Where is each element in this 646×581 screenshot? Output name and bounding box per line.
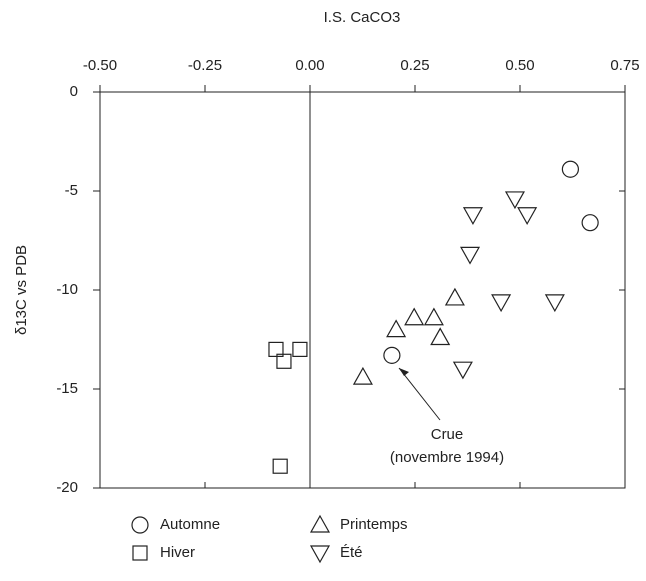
x-axis-label: I.S. CaCO3 <box>324 9 401 26</box>
legend-label: Hiver <box>160 544 195 561</box>
marker-square <box>272 458 288 474</box>
marker-triangle-down <box>491 294 512 313</box>
marker-triangle-down <box>517 207 538 225</box>
marker-square <box>292 341 308 357</box>
marker-triangle-down <box>459 246 481 265</box>
marker-square <box>268 341 284 357</box>
y-tick-label: -5 <box>65 182 78 199</box>
marker-circle <box>383 346 401 364</box>
annotation-arrow <box>398 367 441 421</box>
marker-triangle-down <box>504 191 525 210</box>
marker-circle <box>581 214 599 232</box>
y-tick-label: -20 <box>56 479 78 496</box>
x-tick-label: 0.75 <box>610 57 639 74</box>
marker-triangle-down <box>544 294 565 313</box>
plot-frame <box>99 91 626 489</box>
legend-label: Automne <box>160 516 220 533</box>
marker-circle <box>131 516 149 534</box>
marker-square <box>132 545 148 561</box>
legend-label: Printemps <box>340 516 408 533</box>
annotation-arrowhead <box>399 368 409 376</box>
x-tick-label: 0.00 <box>295 57 324 74</box>
marker-square <box>276 353 292 369</box>
marker-triangle-down <box>452 361 473 380</box>
x-tick-label: -0.25 <box>188 57 222 74</box>
marker-circle <box>561 160 580 178</box>
y-axis-label: δ13C vs PDB <box>13 245 30 335</box>
legend-label: Été <box>340 544 363 561</box>
marker-triangle-down <box>462 207 483 225</box>
marker-triangle-up <box>386 319 407 338</box>
marker-triangle-up <box>309 514 331 533</box>
x-tick-label: 0.50 <box>505 57 534 74</box>
annotation: (novembre 1994) <box>390 449 504 466</box>
marker-triangle-up <box>430 327 451 346</box>
y-tick-label: 0 <box>70 83 78 100</box>
marker-triangle-up <box>352 366 373 385</box>
marker-triangle-up <box>423 307 444 326</box>
y-tick-label: -10 <box>56 281 78 298</box>
marker-triangle-up <box>404 307 425 326</box>
x-tick-label: 0.25 <box>400 57 429 74</box>
marker-triangle-up <box>444 287 465 306</box>
annotation: Crue <box>431 426 464 443</box>
marker-triangle-down <box>309 545 331 564</box>
y-tick-label: -15 <box>56 380 78 397</box>
x-tick-label: -0.50 <box>83 57 117 74</box>
